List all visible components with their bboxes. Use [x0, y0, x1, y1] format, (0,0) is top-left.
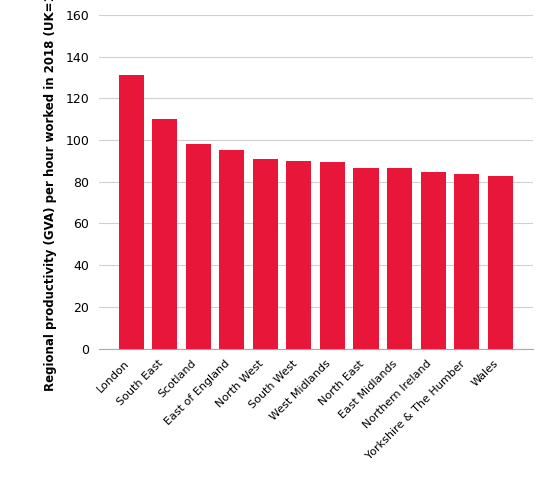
Bar — [152, 119, 177, 349]
Y-axis label: Regional productivity (GVA) per hour worked in 2018 (UK=100): Regional productivity (GVA) per hour wor… — [44, 0, 57, 391]
Bar — [287, 161, 311, 349]
Bar — [454, 174, 479, 349]
Bar — [354, 168, 379, 349]
Bar — [186, 144, 211, 349]
Bar — [253, 159, 278, 349]
Bar — [387, 168, 412, 349]
Bar — [320, 162, 345, 349]
Bar — [219, 150, 244, 349]
Bar — [488, 175, 513, 349]
Bar — [421, 172, 446, 349]
Bar — [119, 75, 144, 349]
